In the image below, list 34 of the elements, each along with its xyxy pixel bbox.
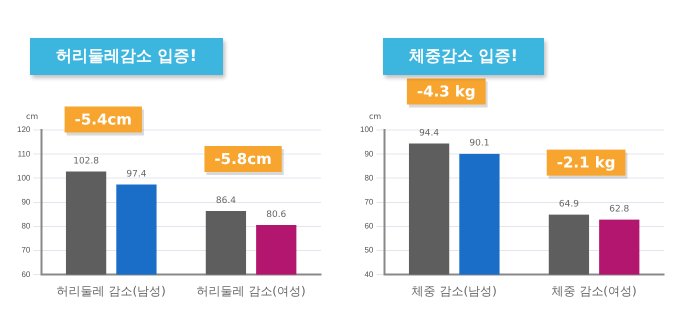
x-tick-label: 체중 감소(여성) (551, 284, 637, 298)
x-tick-label: 체중 감소(남성) (412, 284, 497, 298)
y-tick-label: 60 (21, 270, 31, 279)
y-tick-label: 100 (360, 125, 374, 134)
y-axis-title: cm (26, 112, 38, 121)
y-axis-title: cm (369, 112, 382, 121)
y-tick-label: 90 (364, 149, 374, 158)
annotation: -5.8cm (214, 150, 272, 168)
y-tick-label: 60 (364, 222, 374, 231)
data-label: 97.4 (126, 169, 147, 180)
chart-title: 허리둘레감소 입증! (30, 38, 223, 75)
data-label: 86.4 (216, 196, 236, 206)
data-label: 80.6 (266, 210, 287, 220)
data-label: 90.1 (469, 138, 490, 149)
data-label: 102.8 (73, 156, 100, 166)
y-tick-label: 80 (21, 222, 31, 231)
text: -5.4cm (74, 110, 132, 128)
text: -4.3 kg (416, 82, 476, 100)
y-tick-label: 50 (364, 246, 374, 255)
data-label: 62.8 (609, 204, 630, 214)
y-tick-label: 40 (364, 270, 374, 279)
y-tick-label: 120 (16, 125, 31, 134)
annotation: -2.1 kg (556, 153, 616, 172)
y-tick-label: 70 (364, 198, 374, 207)
y-tick-label: 80 (364, 173, 374, 182)
chart-title: 체중감소 입증! (383, 38, 544, 75)
x-tick-label: 허리둘레 감소(여성) (196, 284, 306, 298)
data-label: 64.9 (558, 199, 580, 210)
y-tick-label: 70 (21, 246, 31, 255)
y-tick-label: 100 (16, 173, 31, 182)
data-label: 94.4 (419, 128, 440, 138)
y-tick-label: 110 (18, 149, 31, 158)
x-tick-label: 허리둘레 감소(남성) (56, 284, 166, 298)
y-tick-label: 90 (21, 198, 31, 207)
